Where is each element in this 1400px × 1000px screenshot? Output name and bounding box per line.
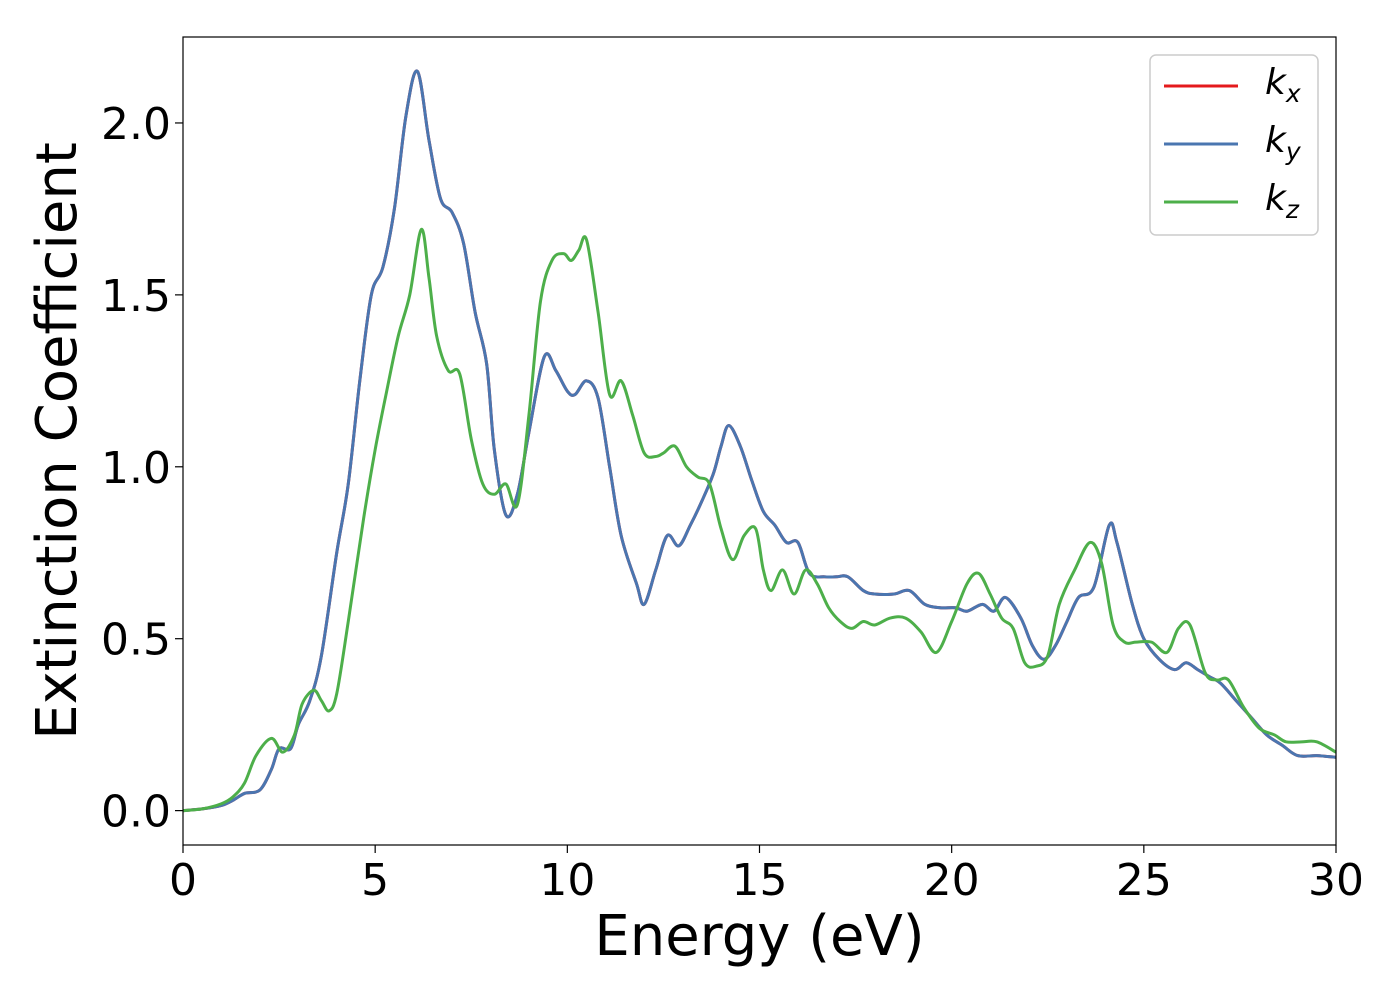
legend-label-z: kz bbox=[1265, 178, 1300, 224]
y-axis: 0.0 0.5 1.0 1.5 2.0 bbox=[101, 99, 183, 838]
x-axis: 0 5 10 15 20 25 30 bbox=[169, 845, 1364, 906]
y-tick-label: 0.5 bbox=[101, 615, 171, 666]
y-axis-title: Extinction Coefficient bbox=[25, 142, 90, 740]
series-line-k-z bbox=[183, 228, 1336, 813]
legend: kx ky kz bbox=[1149, 54, 1319, 236]
y-tick-label: 2.0 bbox=[101, 99, 171, 150]
x-tick-label: 5 bbox=[361, 855, 389, 906]
legend-label-x: kx bbox=[1265, 62, 1301, 108]
x-tick-label: 25 bbox=[1116, 855, 1172, 906]
legend-label-y: ky bbox=[1265, 120, 1302, 166]
series-layer bbox=[183, 69, 1336, 813]
x-tick-label: 15 bbox=[732, 855, 788, 906]
x-tick-label: 10 bbox=[539, 855, 595, 906]
x-tick-label: 20 bbox=[924, 855, 980, 906]
y-tick-label: 1.5 bbox=[101, 271, 171, 322]
x-tick-label: 30 bbox=[1308, 855, 1364, 906]
y-tick-label: 1.0 bbox=[101, 443, 171, 494]
x-axis-title: Energy (eV) bbox=[594, 904, 924, 969]
y-tick-label: 0.0 bbox=[101, 787, 171, 838]
x-tick-label: 0 bbox=[169, 855, 197, 906]
series-line-k-y bbox=[183, 69, 1336, 813]
